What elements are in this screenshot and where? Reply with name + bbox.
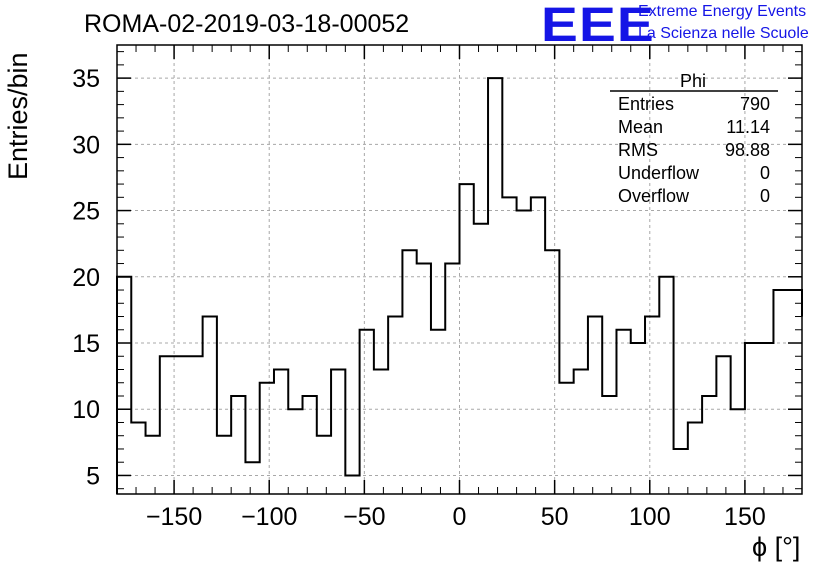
chart-title: ROMA-02-2019-03-18-00052 xyxy=(84,10,409,39)
stats-value: 98.88 xyxy=(680,140,770,161)
histogram-bar xyxy=(431,330,445,494)
histogram-bar xyxy=(674,449,688,494)
y-axis-label: Entries/bin xyxy=(3,52,34,180)
histogram-bar xyxy=(731,409,745,494)
histogram-bar xyxy=(759,343,773,494)
histogram-bar xyxy=(460,184,474,494)
logo-line-2: La Scienza nelle Scuole xyxy=(638,25,809,43)
x-tick-label: −100 xyxy=(241,503,297,531)
histogram-bar xyxy=(360,330,374,494)
histogram-bar xyxy=(303,396,317,494)
histogram-bar xyxy=(602,396,616,494)
histogram-bar xyxy=(688,422,702,494)
histogram-bar xyxy=(131,422,145,494)
stats-label: Entries xyxy=(618,94,674,115)
histogram-bar xyxy=(773,290,787,494)
x-tick-label: 50 xyxy=(541,503,569,531)
histogram-bar xyxy=(616,330,630,494)
histogram-bar xyxy=(659,277,673,494)
y-tick-label: 15 xyxy=(72,330,100,358)
histogram-bar xyxy=(517,211,531,494)
histogram-bar xyxy=(545,250,559,494)
histogram-bar xyxy=(502,197,516,494)
histogram-chart: −150 −100 −50 0 50 100 150 5 10 15 20 25 30 35 xyxy=(0,0,836,572)
y-tick-label: 25 xyxy=(72,198,100,226)
x-tick-label: 150 xyxy=(724,503,766,531)
histogram-bar xyxy=(217,436,231,494)
histogram-bar xyxy=(559,383,573,494)
y-tick-label: 10 xyxy=(72,396,100,424)
stats-value: 0 xyxy=(680,186,770,207)
stats-value: 790 xyxy=(680,94,770,115)
x-tick-label: 100 xyxy=(629,503,671,531)
histogram-bar xyxy=(188,356,202,494)
histogram-bar xyxy=(788,290,802,494)
histogram-bar xyxy=(716,356,730,494)
histogram-bar xyxy=(402,250,416,494)
y-tick-label: 30 xyxy=(72,131,100,159)
stats-label: RMS xyxy=(618,140,658,161)
histogram-bar xyxy=(474,224,488,494)
histogram-bar xyxy=(417,264,431,494)
y-tick-label: 20 xyxy=(72,264,100,292)
histogram-bar xyxy=(245,462,259,494)
stats-title: Phi xyxy=(680,71,706,92)
histogram-bar xyxy=(146,436,160,494)
logo-line-1: Extreme Energy Events xyxy=(638,3,806,21)
stats-label: Mean xyxy=(618,117,663,138)
histogram-bar xyxy=(260,383,274,494)
stats-label: Overflow xyxy=(618,186,689,207)
histogram-bar xyxy=(174,356,188,494)
histogram-bar xyxy=(288,409,302,494)
histogram-bar xyxy=(160,356,174,494)
histogram-bar xyxy=(117,277,131,494)
histogram-bar xyxy=(745,343,759,494)
histogram-bar xyxy=(345,475,359,494)
x-tick-label: 0 xyxy=(453,503,467,531)
x-axis-label: ϕ [°] xyxy=(752,532,800,563)
histogram-bar xyxy=(588,317,602,494)
histogram-bar xyxy=(531,197,545,494)
stats-value: 11.14 xyxy=(680,117,770,138)
x-tick-label: −50 xyxy=(343,503,385,531)
y-tick-label: 35 xyxy=(72,65,100,93)
histogram-bar xyxy=(702,396,716,494)
stats-value: 0 xyxy=(680,163,770,184)
histogram-bar xyxy=(317,436,331,494)
histogram-bar xyxy=(631,343,645,494)
histogram-bar xyxy=(231,396,245,494)
histogram-bar xyxy=(488,78,502,494)
histogram-bar xyxy=(445,264,459,494)
x-tick-label: −150 xyxy=(146,503,202,531)
y-tick-label: 5 xyxy=(86,462,100,490)
